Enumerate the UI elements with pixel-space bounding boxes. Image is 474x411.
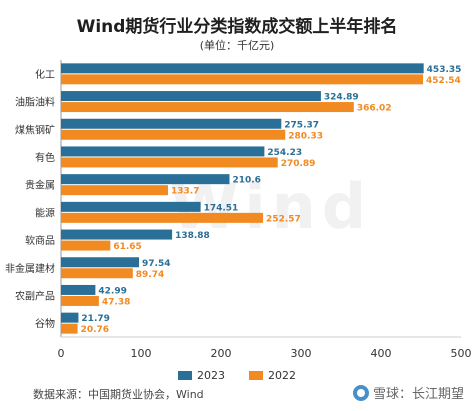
bar-2022 bbox=[61, 157, 278, 168]
bar-2023 bbox=[61, 91, 321, 102]
legend-label-2022: 2022 bbox=[268, 369, 296, 382]
category-label: 有色 bbox=[35, 151, 55, 164]
x-tick-label: 100 bbox=[131, 347, 152, 360]
data-label-2023: 97.54 bbox=[142, 259, 170, 269]
bar-2023 bbox=[61, 174, 230, 185]
category-label: 非金属建材 bbox=[5, 262, 55, 275]
category-label: 农副产品 bbox=[15, 289, 55, 302]
x-tick-label: 300 bbox=[291, 347, 312, 360]
data-label-2022: 366.02 bbox=[357, 104, 392, 114]
category-label: 煤焦钢矿 bbox=[15, 123, 55, 136]
category-label: 油脂油料 bbox=[15, 96, 55, 109]
bar-2022 bbox=[61, 240, 111, 251]
data-label-2023: 210.6 bbox=[232, 176, 260, 186]
data-label-2022: 20.76 bbox=[81, 325, 109, 335]
data-label-2022: 133.7 bbox=[171, 187, 199, 197]
category-label: 能源 bbox=[35, 206, 55, 219]
bar-2022 bbox=[61, 185, 168, 196]
x-tick-label: 0 bbox=[58, 347, 65, 360]
chart-subtitle: (单位：千亿元) bbox=[199, 39, 275, 52]
bar-2023 bbox=[61, 284, 96, 295]
legend: 2023 2022 bbox=[0, 369, 474, 382]
legend-item-2022: 2022 bbox=[249, 369, 296, 382]
legend-label-2023: 2023 bbox=[197, 369, 225, 382]
data-label-2023: 453.35 bbox=[427, 65, 462, 75]
bar-2022 bbox=[61, 129, 286, 140]
category-label: 贵金属 bbox=[25, 179, 55, 192]
bar-2023 bbox=[61, 229, 173, 240]
bar-2023 bbox=[61, 63, 424, 74]
bar-2023 bbox=[61, 257, 140, 268]
bar-2022 bbox=[61, 295, 99, 306]
snowball-icon bbox=[352, 384, 369, 401]
brand-text: 雪球：长江期望 bbox=[372, 387, 464, 402]
data-label-2022: 452.54 bbox=[426, 76, 461, 86]
category-label: 谷物 bbox=[35, 317, 55, 330]
data-label-2022: 89.74 bbox=[136, 270, 164, 280]
legend-swatch-2023 bbox=[178, 371, 192, 380]
x-tick-label: 400 bbox=[371, 347, 392, 360]
x-tick-label: 500 bbox=[451, 347, 472, 360]
category-label: 化工 bbox=[35, 68, 55, 81]
bar-2022 bbox=[61, 74, 424, 85]
chart-title: Wind期货行业分类指数成交额上半年排名 bbox=[76, 17, 398, 37]
bar-2023 bbox=[61, 312, 79, 323]
data-label-2023: 254.23 bbox=[267, 148, 302, 158]
data-label-2022: 252.57 bbox=[266, 214, 301, 224]
data-label-2023: 174.51 bbox=[204, 203, 239, 213]
data-label-2022: 47.38 bbox=[102, 297, 130, 307]
data-label-2023: 324.89 bbox=[324, 93, 359, 103]
bar-2022 bbox=[61, 268, 133, 279]
category-label: 软商品 bbox=[25, 234, 55, 247]
data-label-2022: 280.33 bbox=[288, 131, 323, 141]
x-tick-label: 200 bbox=[211, 347, 232, 360]
data-label-2022: 270.89 bbox=[281, 159, 316, 169]
data-label-2023: 138.88 bbox=[175, 231, 210, 241]
legend-swatch-2022 bbox=[249, 371, 263, 380]
brand-watermark: 雪球：长江期望 bbox=[352, 383, 464, 402]
data-source: 数据来源：中国期货业协会，Wind bbox=[33, 388, 204, 401]
bar-2023 bbox=[61, 118, 282, 129]
bar-2022 bbox=[61, 102, 354, 113]
data-label-2023: 42.99 bbox=[98, 286, 126, 296]
data-label-2022: 61.65 bbox=[113, 242, 141, 252]
data-label-2023: 275.37 bbox=[284, 120, 319, 130]
bar-2023 bbox=[61, 146, 265, 157]
bar-2022 bbox=[61, 323, 78, 334]
legend-item-2023: 2023 bbox=[178, 369, 225, 382]
bar-2022 bbox=[61, 212, 264, 223]
data-label-2023: 21.79 bbox=[81, 314, 109, 324]
bar-2023 bbox=[61, 201, 201, 212]
